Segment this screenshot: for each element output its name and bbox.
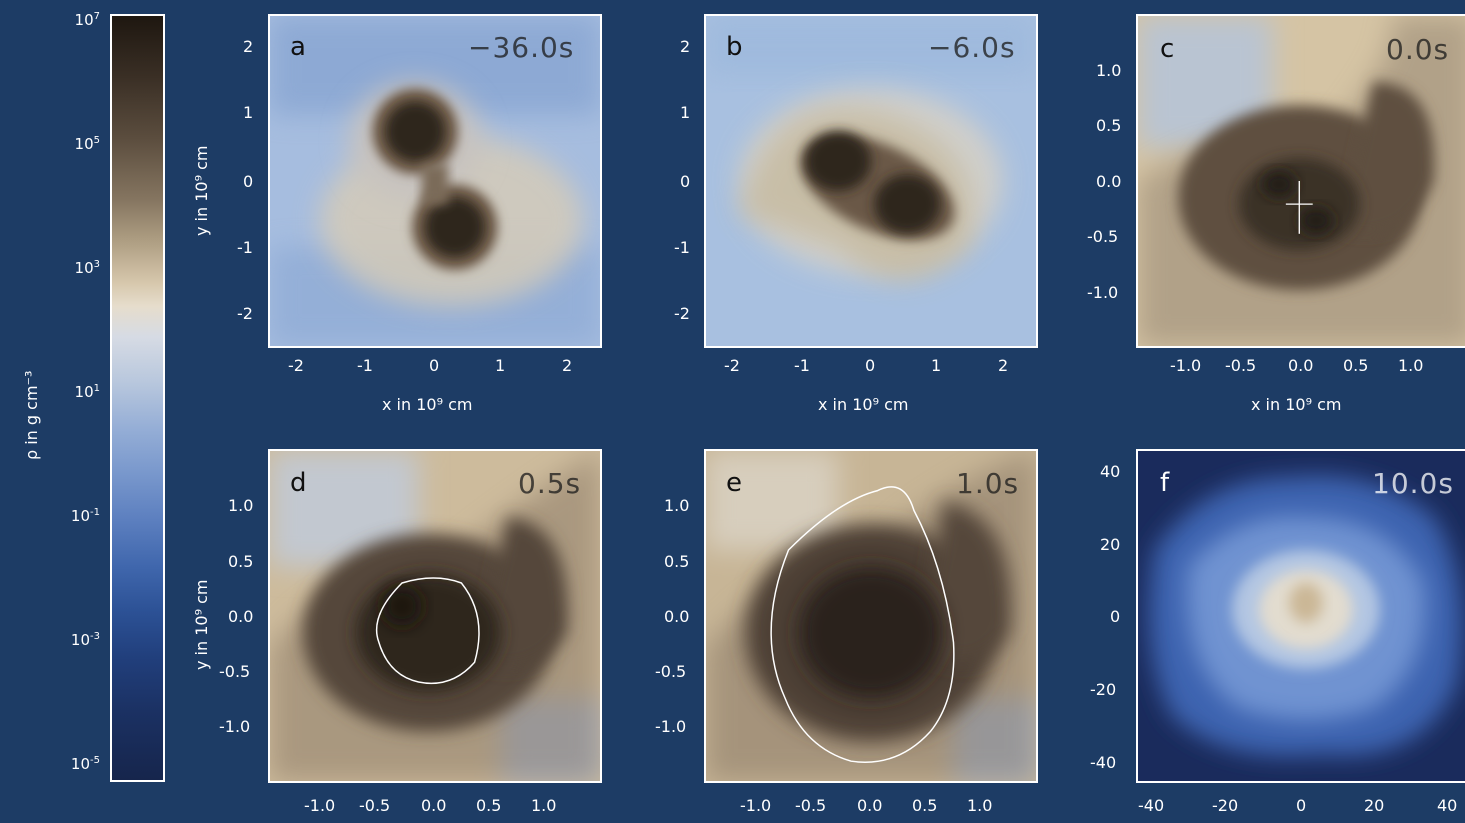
- y-tick: 0.0: [228, 607, 254, 626]
- panel-a: [268, 14, 602, 348]
- x-tick: -0.5: [359, 796, 391, 815]
- x-tick: -0.5: [795, 796, 827, 815]
- panel-c-time: 0.0s: [1386, 33, 1450, 66]
- x-tick: 1.0: [967, 796, 993, 815]
- y-tick: -2: [237, 304, 253, 323]
- x-tick: 1.0: [531, 796, 557, 815]
- y-tick: 40: [1100, 462, 1121, 481]
- panel-f-time: 10.0s: [1372, 467, 1454, 500]
- y-tick: 0.5: [1096, 116, 1122, 135]
- y-tick: 2: [243, 37, 254, 56]
- x-tick: 0.0: [1288, 356, 1314, 375]
- panel-c-letter: c: [1160, 34, 1175, 64]
- colorbar-tick-label: 10-3: [70, 631, 100, 649]
- colorbar-tick-label: 105: [74, 135, 100, 153]
- y-tick: -20: [1090, 680, 1117, 699]
- panel-e: [704, 449, 1038, 783]
- y-tick: 2: [680, 37, 691, 56]
- y-tick: 0.0: [664, 607, 690, 626]
- x-tick: 1: [495, 356, 506, 375]
- x-tick: 1: [931, 356, 942, 375]
- y-tick: 1: [680, 103, 691, 122]
- x-tick: 20: [1364, 796, 1385, 815]
- colorbar: [110, 14, 165, 782]
- x-tick: 2: [998, 356, 1009, 375]
- y-tick: -1.0: [1087, 283, 1119, 302]
- y-tick: -40: [1090, 753, 1117, 772]
- x-tick: 0: [429, 356, 440, 375]
- x-tick: 0: [865, 356, 876, 375]
- y-tick: 1.0: [664, 496, 690, 515]
- panel-e-time: 1.0s: [956, 467, 1020, 500]
- x-tick: 0.5: [912, 796, 938, 815]
- panel-f: [1136, 449, 1465, 783]
- y-tick: -0.5: [655, 662, 687, 681]
- x-tick: -2: [288, 356, 304, 375]
- colorbar-tick-label: 107: [74, 11, 100, 29]
- y-tick: 0.0: [1096, 172, 1122, 191]
- panel-b: [704, 14, 1038, 348]
- x-tick: -1.0: [1170, 356, 1202, 375]
- x-tick: 0.0: [421, 796, 447, 815]
- x-axis-title: x in 10⁹ cm: [1251, 395, 1342, 414]
- x-tick: -2: [724, 356, 740, 375]
- colorbar-tick-label: 101: [74, 383, 100, 401]
- y-tick: 0.5: [228, 552, 254, 571]
- y-tick: -0.5: [1087, 227, 1119, 246]
- y-tick: -1.0: [219, 717, 251, 736]
- x-tick: -1: [794, 356, 810, 375]
- y-tick: -2: [674, 304, 690, 323]
- colorbar-tick-label: 10-1: [70, 507, 100, 525]
- x-axis-title: x in 10⁹ cm: [818, 395, 909, 414]
- y-axis-title: y in 10⁹ cm: [192, 579, 211, 670]
- x-axis-title: x in 10⁹ cm: [382, 395, 473, 414]
- y-axis-title: y in 10⁹ cm: [192, 145, 211, 236]
- panel-d: [268, 449, 602, 783]
- y-tick: 1.0: [228, 496, 254, 515]
- x-tick: 40: [1437, 796, 1458, 815]
- panel-b-time: −6.0s: [928, 31, 1016, 64]
- y-tick: 1.0: [1096, 61, 1122, 80]
- x-tick: 0.5: [1343, 356, 1369, 375]
- panel-c: [1136, 14, 1465, 348]
- panel-d-letter: d: [290, 468, 307, 498]
- y-tick: 20: [1100, 535, 1121, 554]
- panel-a-time: −36.0s: [468, 31, 575, 64]
- y-tick: 1: [243, 103, 254, 122]
- y-tick: 0.5: [664, 552, 690, 571]
- x-tick: -0.5: [1225, 356, 1257, 375]
- x-tick: -1: [357, 356, 373, 375]
- panel-e-letter: e: [726, 468, 742, 498]
- panel-d-time: 0.5s: [518, 467, 582, 500]
- y-tick: -1.0: [655, 717, 687, 736]
- panel-f-letter: f: [1160, 468, 1170, 498]
- colorbar-tick-label: 103: [74, 259, 100, 277]
- x-tick: 0: [1296, 796, 1307, 815]
- colorbar-title: ρ in g cm⁻³: [22, 370, 41, 460]
- x-tick: 0.0: [857, 796, 883, 815]
- x-tick: -40: [1138, 796, 1165, 815]
- y-tick: 0: [243, 172, 254, 191]
- y-tick: 0: [680, 172, 691, 191]
- colorbar-tick-label: 10-5: [70, 755, 100, 773]
- y-tick: -1: [237, 238, 253, 257]
- x-tick: -1.0: [304, 796, 336, 815]
- x-tick: 0.5: [476, 796, 502, 815]
- x-tick: 1.0: [1398, 356, 1424, 375]
- panel-b-letter: b: [726, 32, 743, 62]
- y-tick: 0: [1110, 607, 1121, 626]
- x-tick: -20: [1212, 796, 1239, 815]
- y-tick: -1: [674, 238, 690, 257]
- x-tick: -1.0: [740, 796, 772, 815]
- panel-a-letter: a: [290, 32, 306, 62]
- y-tick: -0.5: [219, 662, 251, 681]
- x-tick: 2: [562, 356, 573, 375]
